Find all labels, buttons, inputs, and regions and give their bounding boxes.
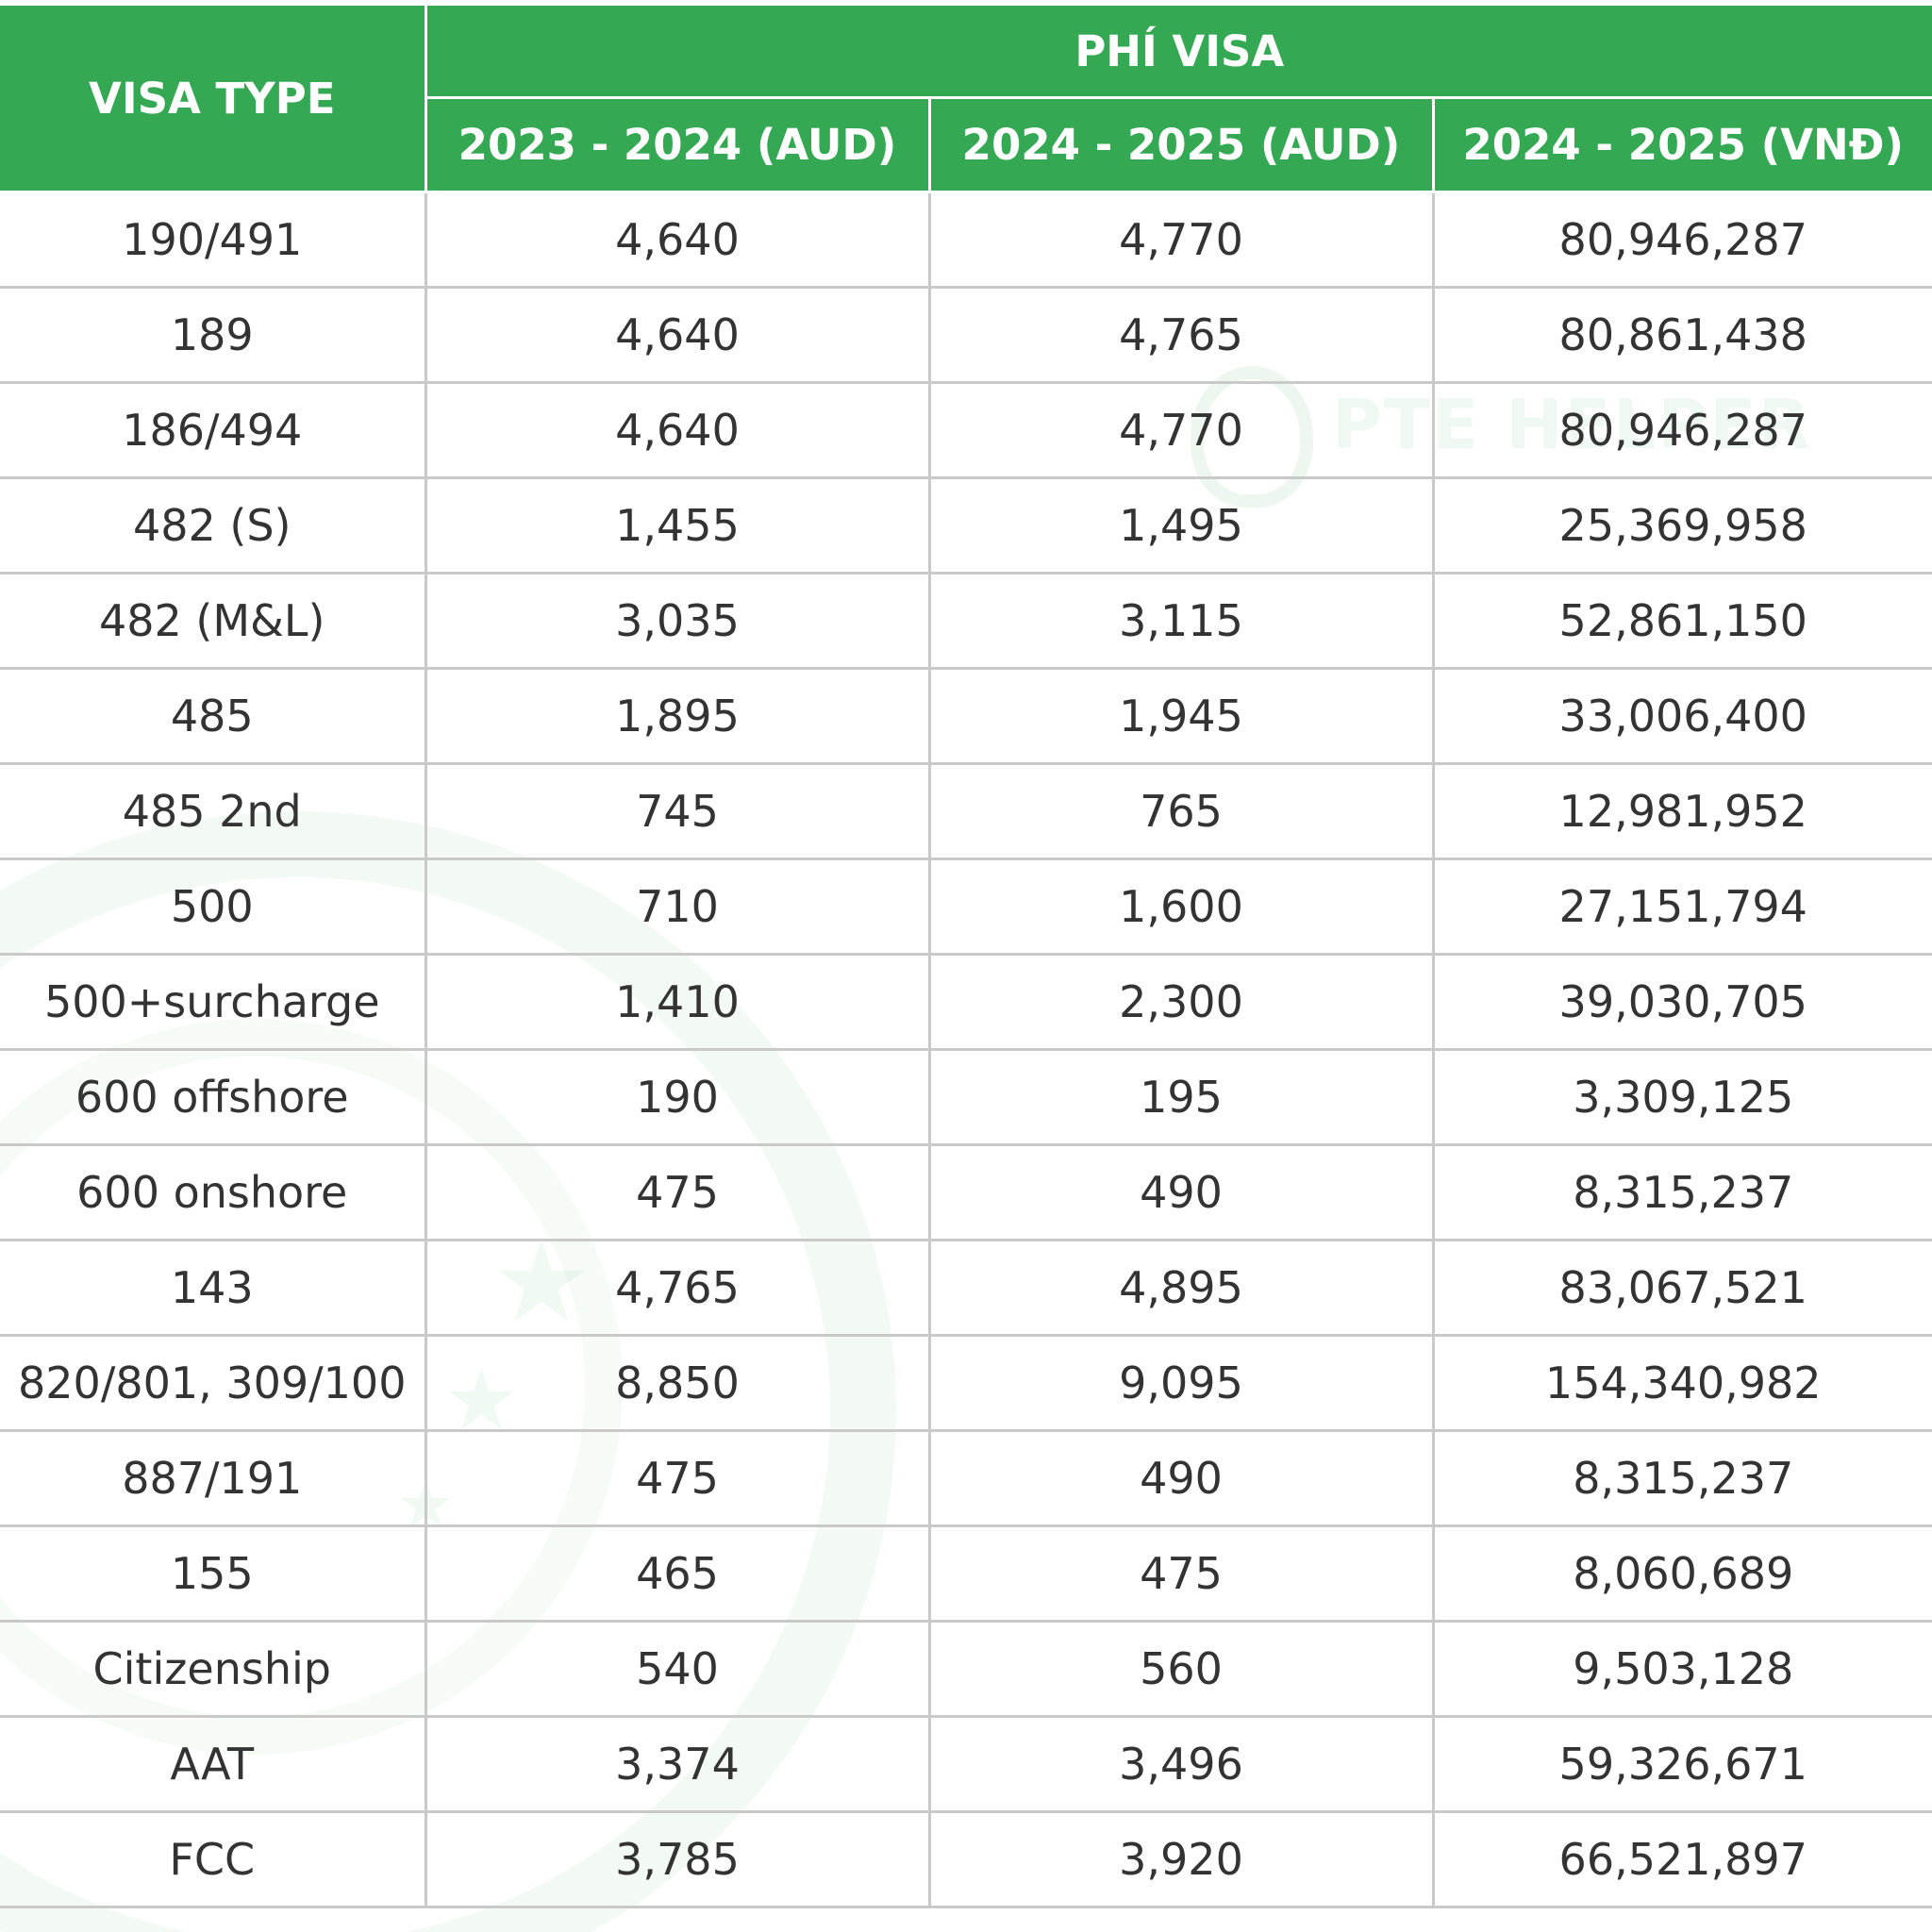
cell-fee-2024-2025-vnd: 59,326,671 <box>1431 1716 1932 1813</box>
cell-fee-2023-2024-aud: 540 <box>424 1621 929 1718</box>
cell-fee-2023-2024-aud: 8,850 <box>424 1335 929 1432</box>
cell-fee-2023-2024-aud: 475 <box>424 1144 929 1241</box>
cell-fee-2023-2024-aud: 745 <box>424 763 929 860</box>
cell-fee-2024-2025-vnd: 154,340,982 <box>1431 1335 1932 1432</box>
cell-fee-2024-2025-aud: 560 <box>927 1621 1433 1718</box>
cell-fee-2023-2024-aud: 465 <box>424 1525 929 1623</box>
cell-fee-2024-2025-aud: 490 <box>927 1144 1433 1241</box>
cell-visa-type: 189 <box>0 287 425 384</box>
cell-fee-2023-2024-aud: 4,640 <box>424 382 929 479</box>
cell-fee-2024-2025-vnd: 80,861,438 <box>1431 287 1932 384</box>
cell-fee-2024-2025-aud: 3,496 <box>927 1716 1433 1813</box>
cell-fee-2023-2024-aud: 1,410 <box>424 954 929 1051</box>
table-row: 485 1,895 1,945 33,006,400 <box>0 668 1932 765</box>
cell-fee-2024-2025-aud: 4,895 <box>927 1240 1433 1337</box>
cell-fee-2024-2025-vnd: 52,861,150 <box>1431 573 1932 670</box>
cell-fee-2023-2024-aud: 3,785 <box>424 1811 929 1908</box>
cell-fee-2024-2025-aud: 4,770 <box>927 382 1433 479</box>
table-row: 189 4,640 4,765 80,861,438 <box>0 287 1932 384</box>
cell-fee-2024-2025-vnd: 83,067,521 <box>1431 1240 1932 1337</box>
table-row: 485 2nd 745 765 12,981,952 <box>0 763 1932 860</box>
cell-visa-type: 482 (S) <box>0 477 425 575</box>
header-2024-2025-vnd: 2024 - 2025 (VNĐ) <box>1431 97 1932 193</box>
cell-fee-2024-2025-vnd: 3,309,125 <box>1431 1049 1932 1146</box>
cell-fee-2023-2024-aud: 4,640 <box>424 192 929 289</box>
cell-fee-2024-2025-aud: 475 <box>927 1525 1433 1623</box>
cell-fee-2024-2025-vnd: 12,981,952 <box>1431 763 1932 860</box>
cell-fee-2024-2025-aud: 4,765 <box>927 287 1433 384</box>
table-row: 186/494 4,640 4,770 80,946,287 <box>0 382 1932 479</box>
cell-fee-2023-2024-aud: 4,765 <box>424 1240 929 1337</box>
table-row: 887/191 475 490 8,315,237 <box>0 1430 1932 1527</box>
cell-fee-2023-2024-aud: 190 <box>424 1049 929 1146</box>
cell-visa-type: 600 onshore <box>0 1144 425 1241</box>
cell-visa-type: 600 offshore <box>0 1049 425 1146</box>
table-row: 600 onshore 475 490 8,315,237 <box>0 1144 1932 1241</box>
table-row: 482 (M&L) 3,035 3,115 52,861,150 <box>0 573 1932 670</box>
table-row: AAT 3,374 3,496 59,326,671 <box>0 1716 1932 1813</box>
cell-fee-2024-2025-vnd: 8,315,237 <box>1431 1430 1932 1527</box>
cell-fee-2024-2025-vnd: 27,151,794 <box>1431 858 1932 956</box>
table-row: 500+surcharge 1,410 2,300 39,030,705 <box>0 954 1932 1051</box>
header-visa-fee-group: PHÍ VISA <box>424 6 1932 99</box>
cell-fee-2023-2024-aud: 1,455 <box>424 477 929 575</box>
table-header: VISA TYPE PHÍ VISA 2023 - 2024 (AUD) 202… <box>0 6 1932 193</box>
cell-fee-2024-2025-vnd: 66,521,897 <box>1431 1811 1932 1908</box>
cell-fee-2024-2025-vnd: 8,315,237 <box>1431 1144 1932 1241</box>
cell-visa-type: 485 2nd <box>0 763 425 860</box>
table-row: 190/491 4,640 4,770 80,946,287 <box>0 192 1932 289</box>
cell-fee-2024-2025-aud: 9,095 <box>927 1335 1433 1432</box>
cell-visa-type: 485 <box>0 668 425 765</box>
cell-fee-2024-2025-aud: 195 <box>927 1049 1433 1146</box>
table-row: FCC 3,785 3,920 66,521,897 <box>0 1811 1932 1908</box>
cell-visa-type: 500+surcharge <box>0 954 425 1051</box>
cell-fee-2024-2025-vnd: 25,369,958 <box>1431 477 1932 575</box>
cell-fee-2023-2024-aud: 475 <box>424 1430 929 1527</box>
cell-fee-2024-2025-aud: 4,770 <box>927 192 1433 289</box>
header-2024-2025-aud: 2024 - 2025 (AUD) <box>927 97 1435 193</box>
visa-fee-table: VISA TYPE PHÍ VISA 2023 - 2024 (AUD) 202… <box>0 6 1932 1908</box>
cell-fee-2024-2025-vnd: 33,006,400 <box>1431 668 1932 765</box>
cell-fee-2023-2024-aud: 3,035 <box>424 573 929 670</box>
table-row: 820/801, 309/100 8,850 9,095 154,340,982 <box>0 1335 1932 1432</box>
cell-fee-2024-2025-vnd: 8,060,689 <box>1431 1525 1932 1623</box>
cell-fee-2024-2025-aud: 2,300 <box>927 954 1433 1051</box>
cell-visa-type: 143 <box>0 1240 425 1337</box>
cell-fee-2023-2024-aud: 710 <box>424 858 929 956</box>
cell-visa-type: 500 <box>0 858 425 956</box>
cell-visa-type: 887/191 <box>0 1430 425 1527</box>
cell-fee-2024-2025-aud: 1,495 <box>927 477 1433 575</box>
cell-fee-2024-2025-aud: 1,945 <box>927 668 1433 765</box>
cell-fee-2023-2024-aud: 4,640 <box>424 287 929 384</box>
cell-visa-type: Citizenship <box>0 1621 425 1718</box>
cell-visa-type: 482 (M&L) <box>0 573 425 670</box>
table-row: 143 4,765 4,895 83,067,521 <box>0 1240 1932 1337</box>
cell-visa-type: 190/491 <box>0 192 425 289</box>
cell-visa-type: 820/801, 309/100 <box>0 1335 425 1432</box>
header-visa-type: VISA TYPE <box>0 6 427 193</box>
table-row: Citizenship 540 560 9,503,128 <box>0 1621 1932 1718</box>
cell-fee-2023-2024-aud: 3,374 <box>424 1716 929 1813</box>
cell-fee-2023-2024-aud: 1,895 <box>424 668 929 765</box>
cell-fee-2024-2025-aud: 3,920 <box>927 1811 1433 1908</box>
table-body: 190/491 4,640 4,770 80,946,287 189 4,640 4,765… <box>0 192 1932 1908</box>
cell-visa-type: FCC <box>0 1811 425 1908</box>
table-row: 155 465 475 8,060,689 <box>0 1525 1932 1623</box>
cell-fee-2024-2025-aud: 490 <box>927 1430 1433 1527</box>
table-row: 500 710 1,600 27,151,794 <box>0 858 1932 956</box>
cell-fee-2024-2025-aud: 1,600 <box>927 858 1433 956</box>
cell-fee-2024-2025-vnd: 80,946,287 <box>1431 382 1932 479</box>
cell-fee-2024-2025-aud: 3,115 <box>927 573 1433 670</box>
table-row: 482 (S) 1,455 1,495 25,369,958 <box>0 477 1932 575</box>
cell-fee-2024-2025-aud: 765 <box>927 763 1433 860</box>
cell-fee-2024-2025-vnd: 39,030,705 <box>1431 954 1932 1051</box>
cell-visa-type: 186/494 <box>0 382 425 479</box>
cell-fee-2024-2025-vnd: 9,503,128 <box>1431 1621 1932 1718</box>
table-row: 600 offshore 190 195 3,309,125 <box>0 1049 1932 1146</box>
cell-visa-type: 155 <box>0 1525 425 1623</box>
header-2023-2024-aud: 2023 - 2024 (AUD) <box>424 97 931 193</box>
cell-fee-2024-2025-vnd: 80,946,287 <box>1431 192 1932 289</box>
cell-visa-type: AAT <box>0 1716 425 1813</box>
